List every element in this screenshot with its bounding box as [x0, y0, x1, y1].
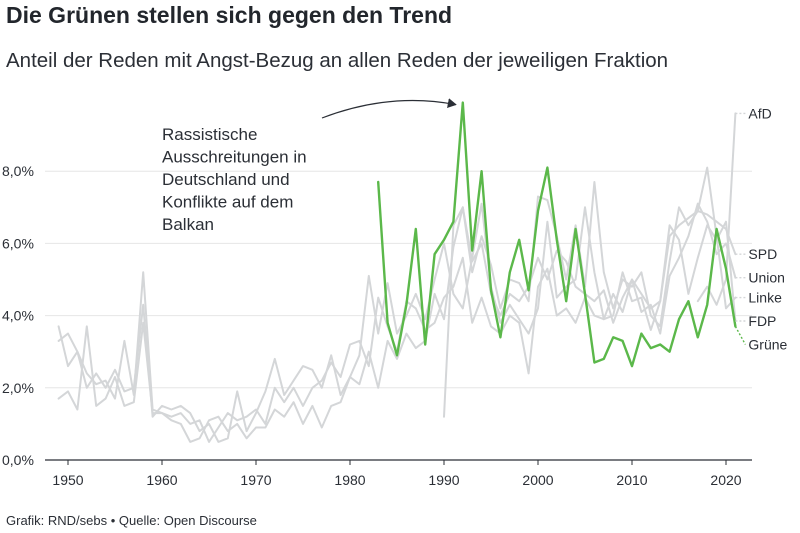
series-label-gr-ne: Grüne [748, 336, 787, 352]
series-line-linke [443, 166, 737, 418]
y-tick-label: 6,0% [2, 235, 34, 251]
annotation-line: Balkan [162, 215, 214, 234]
y-tick-label: 0,0% [2, 452, 34, 468]
annotation: Rassistische Ausschreitungen in Deutschlan… [162, 98, 457, 234]
series-label-linke: Linke [748, 290, 782, 306]
y-tick-label: 8,0% [2, 163, 34, 179]
highlight-series [377, 101, 737, 368]
series-line-gr-ne [377, 101, 737, 368]
x-tick-label: 1960 [146, 472, 177, 488]
series-line-fdp [57, 202, 737, 443]
series-label-union: Union [748, 270, 785, 286]
annotation-line: Konflikte auf dem [162, 193, 293, 212]
y-tick-label: 2,0% [2, 380, 34, 396]
x-tick-label: 1980 [334, 472, 365, 488]
x-tick-label: 2000 [522, 472, 553, 488]
x-tick-label: 1990 [428, 472, 459, 488]
series-line-afd [696, 112, 737, 306]
chart-subtitle: Anteil der Reden mit Angst-Bezug an alle… [6, 49, 669, 72]
series-label-afd: AfD [748, 105, 771, 121]
gridlines [45, 170, 752, 389]
series-labels: AfD SPD Union Linke FDP Grüne [734, 105, 788, 352]
annotation-arrow [321, 98, 457, 119]
x-tick-label: 2020 [710, 472, 741, 488]
context-series [57, 112, 737, 443]
series-label-spd: SPD [748, 246, 777, 262]
series-label-fdp: FDP [748, 313, 776, 329]
x-tick-label: 2010 [616, 472, 647, 488]
series-leader [734, 326, 747, 345]
series-line-union [57, 202, 737, 443]
annotation-line: Deutschland und [162, 170, 290, 189]
chart-title: Die Grünen stellen sich gegen den Trend [6, 2, 453, 28]
source-note: Grafik: RND/sebs • Quelle: Open Discours… [6, 513, 257, 528]
axes: 0,0% 2,0% 4,0% 6,0% 8,0% 1950 1960 1970 1980 1990… [2, 163, 752, 488]
y-tick-label: 4,0% [2, 308, 34, 324]
x-tick-label: 1970 [240, 472, 271, 488]
annotation-line: Ausschreitungen in [162, 148, 307, 167]
series-line-spd [57, 206, 737, 443]
annotation-line: Rassistische [162, 125, 257, 144]
x-tick-label: 1950 [52, 472, 83, 488]
